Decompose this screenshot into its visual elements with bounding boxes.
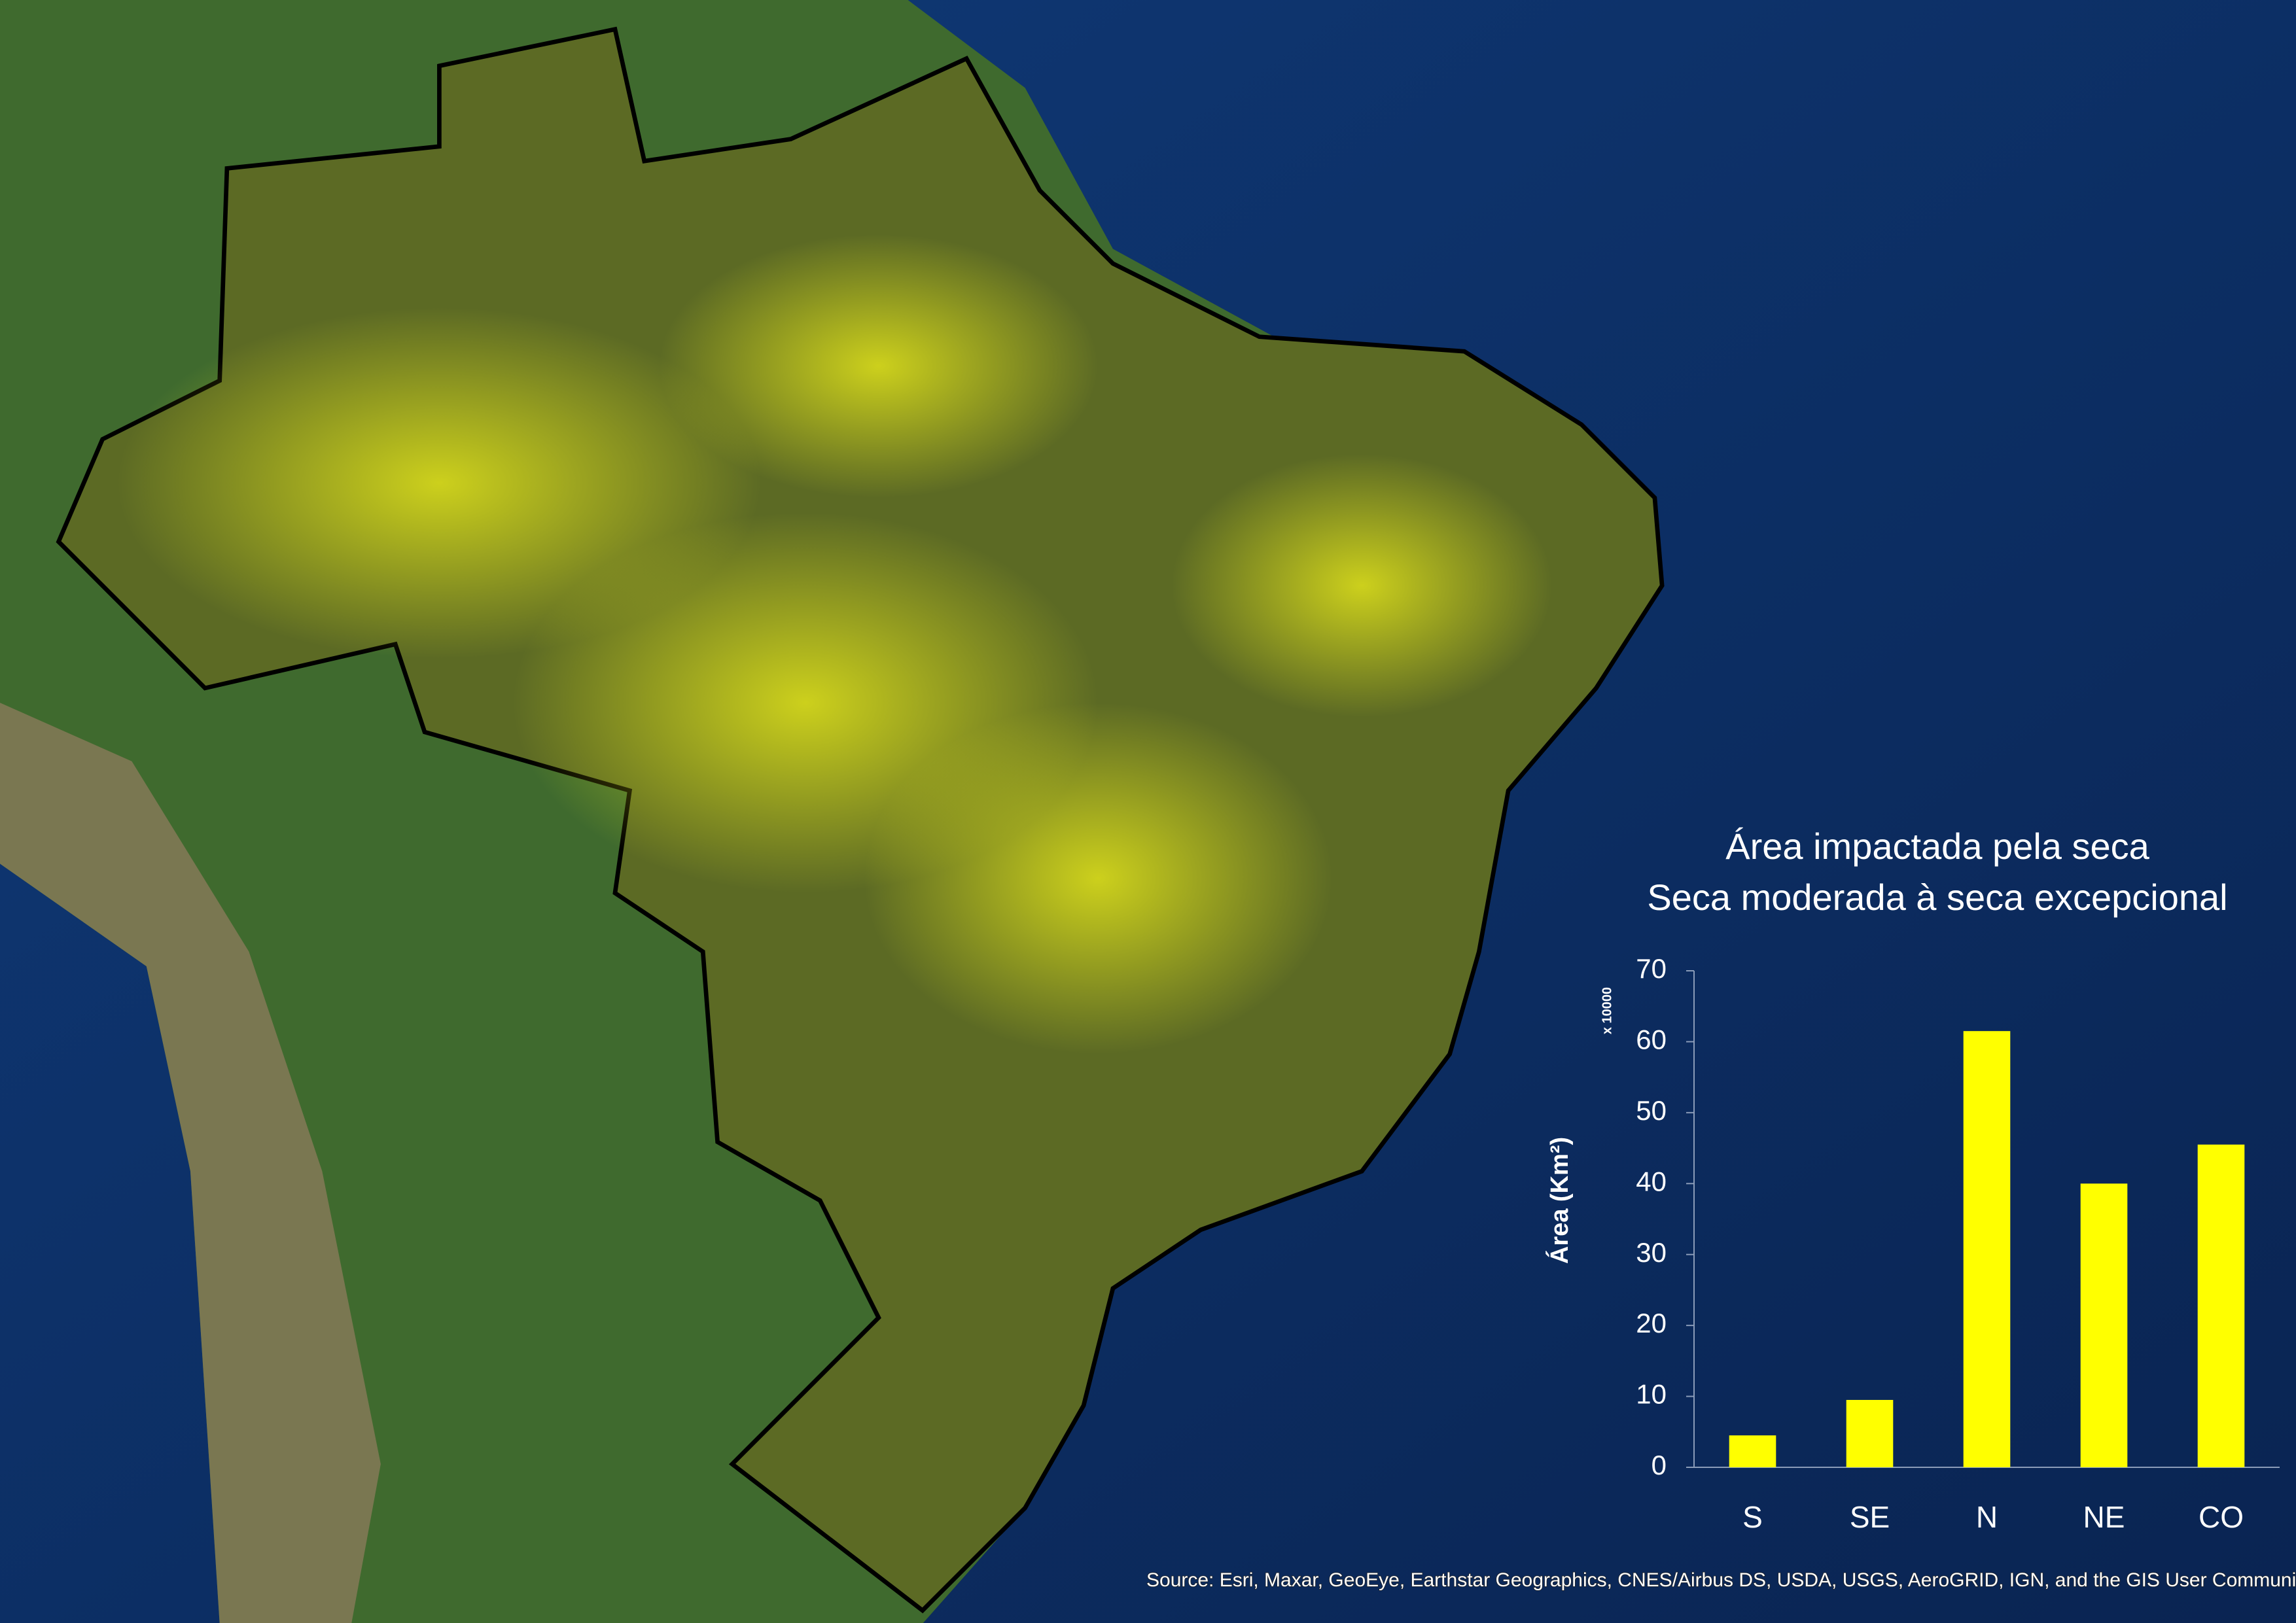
chart-subtitle: Seca moderada à seca excepcional	[1647, 877, 2227, 918]
x-tick-label: SE	[1850, 1500, 1890, 1534]
x-tick-label: N	[1976, 1500, 1998, 1534]
y-tick-label: 10	[1636, 1379, 1667, 1410]
drought-area	[864, 703, 1333, 1055]
bar	[2080, 1183, 2128, 1467]
x-tick-label: CO	[2199, 1500, 2244, 1534]
bar	[1963, 1031, 2011, 1467]
y-tick-label: 50	[1636, 1095, 1667, 1126]
andes	[0, 703, 381, 1623]
x-tick-label: S	[1742, 1500, 1763, 1534]
y-multiplier: x 10000	[1600, 987, 1614, 1034]
x-tick-label: NE	[2083, 1500, 2125, 1534]
bar	[2197, 1144, 2245, 1467]
y-tick-label: 20	[1636, 1308, 1667, 1338]
basemap	[0, 0, 1665, 1623]
drought-area	[1171, 453, 1553, 718]
y-axis-label: Área (Km²)	[1545, 1137, 1574, 1264]
source-credit: Source: Esri, Maxar, GeoEye, Earthstar G…	[1146, 1569, 2296, 1591]
y-tick-label: 30	[1636, 1237, 1667, 1268]
chart-title: Área impactada pela seca	[1725, 826, 2149, 867]
y-tick-label: 60	[1636, 1024, 1667, 1055]
bar	[1729, 1435, 1776, 1467]
drought-area	[659, 234, 1099, 498]
y-tick-label: 40	[1636, 1166, 1667, 1196]
y-tick-label: 0	[1651, 1450, 1667, 1480]
bar	[1846, 1399, 1894, 1467]
y-tick-label: 70	[1636, 953, 1667, 984]
